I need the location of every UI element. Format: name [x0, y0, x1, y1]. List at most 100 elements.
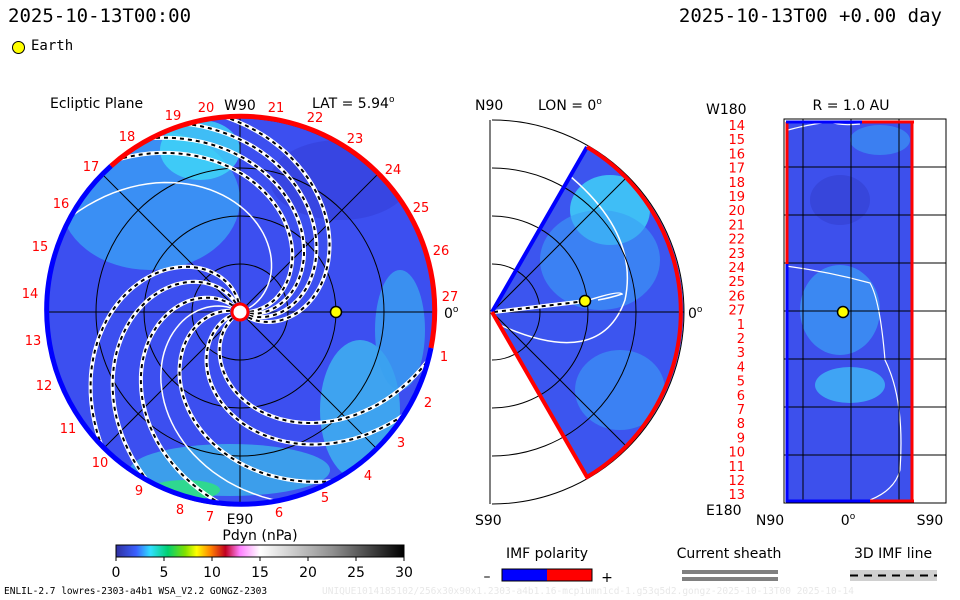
- colorbar-title: Pdyn (nPa): [222, 528, 297, 544]
- earth-marker: [329, 305, 343, 319]
- row-label: 10: [728, 446, 745, 461]
- row-label: 9: [737, 431, 745, 446]
- imf-field-lines: [62, 118, 434, 506]
- row-label: 15: [728, 133, 745, 148]
- carrington-label: 1: [440, 350, 448, 365]
- row-label: 1: [737, 318, 745, 333]
- row-label: 17: [728, 162, 745, 177]
- sun-inner-boundary: [230, 302, 250, 322]
- carrington-label: 17: [83, 160, 100, 175]
- ecliptic-title: Ecliptic Plane: [50, 96, 143, 112]
- carrington-label: 22: [307, 111, 324, 126]
- carrington-label: 21: [268, 101, 285, 116]
- row-label: 23: [728, 247, 745, 262]
- time-label-right: 2025-10-13T00 +0.00 day: [678, 5, 942, 27]
- imf-line-dash: [139, 296, 234, 506]
- imf-line-dash: [89, 265, 240, 460]
- grid-line: [491, 175, 629, 313]
- row-label: 21: [728, 218, 745, 233]
- meridional-panel: N90 S90 LON = 0o 0o: [475, 97, 703, 529]
- carrington-label: 23: [347, 132, 364, 147]
- carrington-label: 12: [36, 379, 53, 394]
- carrington-label: 5: [321, 491, 329, 506]
- earth-marker: [836, 305, 850, 319]
- row-label: 18: [728, 176, 745, 191]
- colorbar-tick-label: 5: [160, 565, 169, 581]
- imf-line-dash: [205, 314, 414, 446]
- carrington-label: 27: [442, 290, 459, 305]
- colorbar-tick-label: 15: [251, 565, 269, 581]
- row-label: 12: [728, 474, 745, 489]
- carrington-label: 7: [206, 510, 214, 525]
- lon-label: LON = 0o: [538, 97, 602, 114]
- zero-deg-label: 0o: [688, 305, 703, 322]
- time-label-left: 2025-10-13T00:00: [8, 5, 192, 27]
- sheath-swatch: [682, 570, 778, 574]
- lat-label: LAT = 5.94o: [312, 95, 395, 112]
- earth-label: Earth: [31, 38, 74, 54]
- sphere-panel: 1415161718192021222324252627123456789101…: [706, 98, 947, 529]
- row-label: 3: [737, 346, 745, 361]
- row-label: 20: [728, 204, 745, 219]
- run-id: UNIQUE1014185102/256x30x90x1.2303-a4b1.1…: [322, 586, 854, 597]
- colorbar-ticks: 0 5 10 15 20 25 30: [112, 557, 413, 581]
- e90-label: E90: [227, 512, 254, 528]
- carrington-label: 9: [135, 484, 143, 499]
- s90-label: S90: [917, 513, 944, 529]
- imf-line-title: 3D IMF line: [854, 546, 932, 562]
- carrington-label: 2: [424, 396, 432, 411]
- carrington-label: 16: [53, 197, 70, 212]
- colorbar-tick-label: 30: [395, 565, 413, 581]
- row-label: 27: [728, 304, 745, 319]
- row-label: 4: [737, 360, 745, 375]
- colorbar-tick-label: 25: [347, 565, 365, 581]
- imf-line-dash: [144, 136, 305, 315]
- n90-label: N90: [756, 513, 784, 529]
- meridional-grid: [489, 119, 685, 505]
- row-label: 24: [728, 261, 745, 276]
- colorbar-tick-label: 10: [203, 565, 221, 581]
- plus-sign: +: [601, 570, 613, 586]
- negative-swatch: [502, 569, 547, 581]
- row-label: 14: [728, 119, 745, 134]
- row-label: 16: [728, 147, 745, 162]
- sphere-row-labels: 1415161718192021222324252627123456789101…: [728, 119, 745, 503]
- carrington-label: 8: [176, 503, 184, 518]
- carrington-label: 4: [364, 469, 372, 484]
- row-label: 7: [737, 403, 745, 418]
- carrington-label: 3: [397, 436, 405, 451]
- imf-polarity-title: IMF polarity: [506, 546, 588, 562]
- carrington-label: 10: [92, 456, 109, 471]
- carrington-label: 18: [119, 130, 136, 145]
- imf-line-legend: 3D IMF line: [850, 546, 937, 581]
- row-label: 2: [737, 332, 745, 347]
- row-label: 13: [728, 488, 745, 503]
- e180-label: E180: [706, 503, 742, 519]
- imf-line-dash: [111, 280, 237, 493]
- row-label: 19: [728, 190, 745, 205]
- colorbar-tick-label: 20: [299, 565, 317, 581]
- positive-polarity-boundary: [490, 145, 683, 480]
- row-label: 6: [737, 389, 745, 404]
- row-label: 8: [737, 417, 745, 432]
- sphere-title: R = 1.0 AU: [813, 98, 890, 114]
- row-label: 25: [728, 275, 745, 290]
- negative-polarity-boundary: [490, 146, 589, 313]
- carrington-label: 14: [22, 287, 39, 302]
- carrington-label: 6: [275, 506, 283, 521]
- imf-line-dash: [218, 317, 434, 425]
- minus-sign: –: [484, 569, 491, 585]
- row-label: 11: [728, 460, 745, 475]
- model-info: ENLIL-2.7 lowres-2303-a4b1 WSA_V2.2 GONG…: [4, 586, 268, 597]
- current-sheath-line: [160, 305, 292, 504]
- grid-line: [491, 311, 629, 449]
- carrington-label: 11: [60, 422, 77, 437]
- w90-label: W90: [224, 98, 256, 114]
- imf-polarity-legend: IMF polarity – +: [484, 546, 613, 586]
- earth-marker-icon: [12, 41, 25, 54]
- row-label: 22: [728, 233, 745, 248]
- imf-line-dash: [218, 118, 331, 324]
- current-sheath-legend: Current sheath: [677, 546, 781, 581]
